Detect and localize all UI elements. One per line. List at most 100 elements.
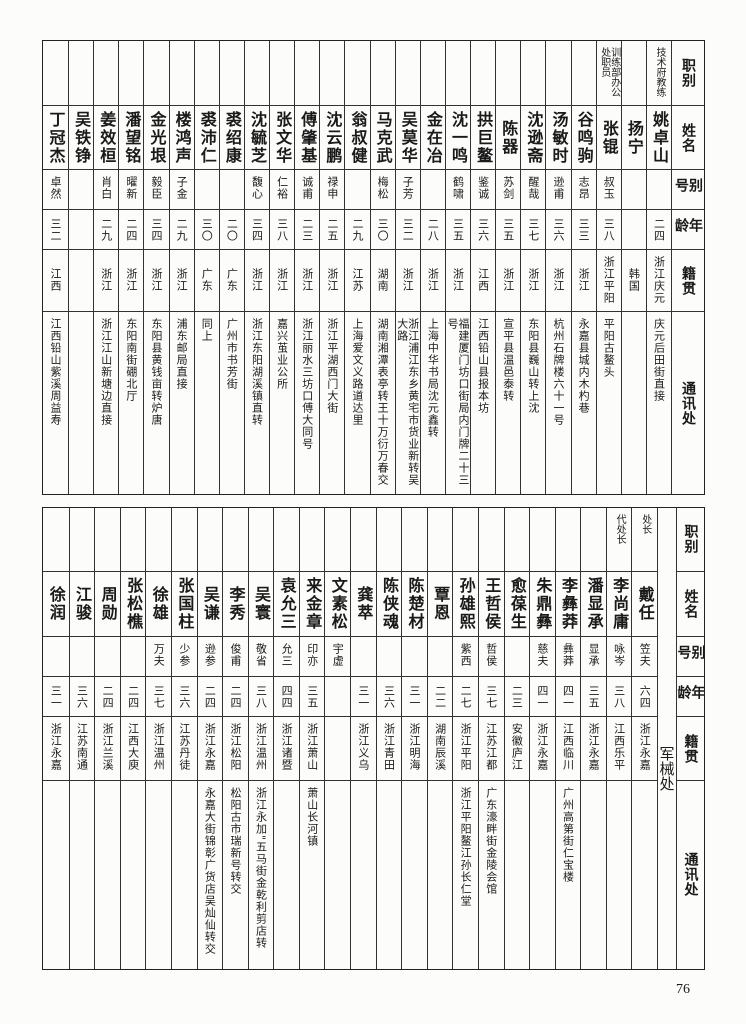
person-column: 张国柱 少参 三六 江苏丹徒: [171, 508, 197, 969]
origin-cell: 江西乐平: [606, 717, 632, 781]
age-cell: 二八: [420, 210, 445, 251]
role-cell: [197, 508, 223, 572]
person-column: 李秀 俊甫 二四 浙江松阳 松阳古市瑞新号转交: [222, 508, 248, 969]
age-cell: 三八: [596, 210, 621, 251]
role-cell: [420, 41, 445, 106]
name-cell: 张松樵: [120, 572, 146, 638]
age-cell: 三〇: [194, 210, 219, 251]
person-column: 沈逊斋 醒哉 三七 浙江 东阳县巍山转上沈: [520, 41, 546, 494]
address-cell: [69, 312, 93, 494]
alias-cell: [219, 170, 244, 211]
address-cell: 浙江东阳湖溪镇直转: [250, 317, 264, 426]
person-column: 文素松 宇虚: [324, 508, 351, 969]
age-cell: 三〇: [370, 210, 395, 251]
alias-cell: [504, 637, 530, 678]
address-cell: 萧山长河镇: [305, 786, 319, 847]
alias-cell: [69, 637, 95, 678]
age-cell: 二〇: [219, 210, 244, 251]
person-column: 周勋 二四 浙江兰溪: [94, 508, 120, 969]
role-cell: [546, 41, 571, 106]
header-age: 年龄: [677, 677, 704, 718]
address-cell: [377, 781, 402, 969]
header-column: 职别 姓名 别号 年龄 籍贯 通讯处: [671, 41, 704, 494]
name-cell: 扬宁: [621, 106, 646, 171]
name-cell: 文素松: [325, 572, 351, 638]
alias-cell: [95, 637, 120, 678]
address-cell: [505, 781, 530, 969]
age-cell: 二四: [223, 677, 248, 718]
role-cell: [69, 508, 95, 572]
address-cell: 上海爱文义路道达里: [351, 317, 365, 426]
address-cell: [274, 781, 299, 969]
role-cell: [244, 41, 270, 106]
person-column: 傅肇基 诚甫 二三 浙江 浙江丽水三坊口傅大同号: [294, 41, 320, 494]
address-cell: 杭州石牌楼六十一号: [552, 317, 566, 426]
name-cell: 沈一鸣: [445, 106, 471, 171]
origin-cell: 浙江兰溪: [95, 717, 120, 781]
address-cell: 平阳古鳌头: [602, 317, 616, 378]
address-cell: [632, 781, 657, 969]
age-cell: 三二: [42, 210, 69, 251]
role-cell: [581, 508, 606, 572]
alias-cell: [427, 637, 453, 678]
age-cell: 三八: [270, 210, 295, 251]
name-cell: 李彝莽: [555, 572, 581, 638]
alias-cell: 逊参: [197, 637, 223, 678]
alias-cell: [120, 637, 146, 678]
origin-cell: 浙江: [546, 250, 571, 312]
address-cell: 松阳古市瑞新号转交: [228, 786, 242, 895]
address-cell: 同上: [200, 317, 214, 342]
origin-cell: 浙江松阳: [223, 717, 248, 781]
name-cell: 李尚庸: [606, 572, 632, 638]
age-cell: 二四: [120, 677, 146, 718]
person-column: 张文华 仁裕 三八 浙江 嘉兴茧业公所: [269, 41, 295, 494]
alias-cell: 万夫: [146, 637, 172, 678]
address-cell: 浙江浦江东乡黄宅市货业新转吴大路: [395, 317, 420, 486]
page-number: 76: [676, 982, 690, 997]
origin-cell: 浙江: [295, 250, 320, 312]
address-cell: [428, 781, 453, 969]
age-cell: 三一: [351, 677, 376, 718]
alias-cell: 禄申: [320, 170, 345, 211]
name-cell: 张锟: [596, 106, 621, 171]
header-address: 通讯处: [682, 852, 699, 898]
address-cell: 嘉兴茧业公所: [275, 317, 289, 390]
origin-cell: 浙江: [395, 250, 420, 312]
address-cell: 东阳县黄钱亩转炉唐: [150, 317, 164, 426]
age-cell: 二四: [119, 210, 144, 251]
role-cell: [295, 41, 320, 106]
age-cell: 三六: [172, 677, 197, 718]
age-cell: 二七: [453, 677, 478, 718]
person-column: 金在冶 二八 浙江 上海中华书局沈元鑫转: [419, 41, 445, 494]
address-cell: 东阳县巍山转上沈: [526, 317, 540, 414]
person-column: 代处长 李尚庸 咏岑 三八 江西乐平: [605, 508, 632, 969]
role-cell: [521, 41, 546, 106]
person-column: 楼鸿声 子金 二九 浙江 浦东邮局直接: [168, 41, 194, 494]
role-cell: [325, 508, 351, 572]
origin-cell: 江苏: [345, 250, 370, 312]
alias-cell: 彝莽: [555, 637, 581, 678]
person-column: 江骏 三六 江苏南通: [68, 508, 95, 969]
origin-cell: 浙江: [270, 250, 295, 312]
origin-cell: 江西: [471, 250, 496, 312]
alias-cell: 曜新: [119, 170, 144, 211]
age-cell: [621, 210, 646, 251]
role-cell: [219, 41, 244, 106]
name-cell: 吴铁铮: [69, 106, 94, 171]
address-cell: 永嘉县城内木杓巷: [577, 317, 591, 414]
role-cell: [223, 508, 248, 572]
address-cell: [622, 312, 646, 494]
age-cell: 四一: [555, 677, 581, 718]
name-cell: 丁冠杰: [42, 106, 69, 171]
name-cell: 潘望铭: [119, 106, 144, 171]
name-cell: 拱巨鳌: [471, 106, 496, 171]
person-column: 潘望铭 曜新 二四 浙江 东阳南街硼北厅: [118, 41, 144, 494]
person-column: 李彝莽 彝莽 四一 江西临川 广州高第街仁宝楼: [554, 508, 581, 969]
name-cell: 金在冶: [420, 106, 445, 171]
address-cell: 浙江永加"五马街金乾利剪店转: [254, 786, 268, 949]
address-cell: 福建厦门坊口街局内门牌二十三号: [446, 317, 471, 486]
person-column: 姜效桓 肖白 二九 浙江 浙江江山新塘边直接: [93, 41, 119, 494]
person-column: 沈毓芝 馥心 三四 浙江 浙江东阳湖溪镇直转: [243, 41, 270, 494]
alias-cell: [402, 637, 427, 678]
